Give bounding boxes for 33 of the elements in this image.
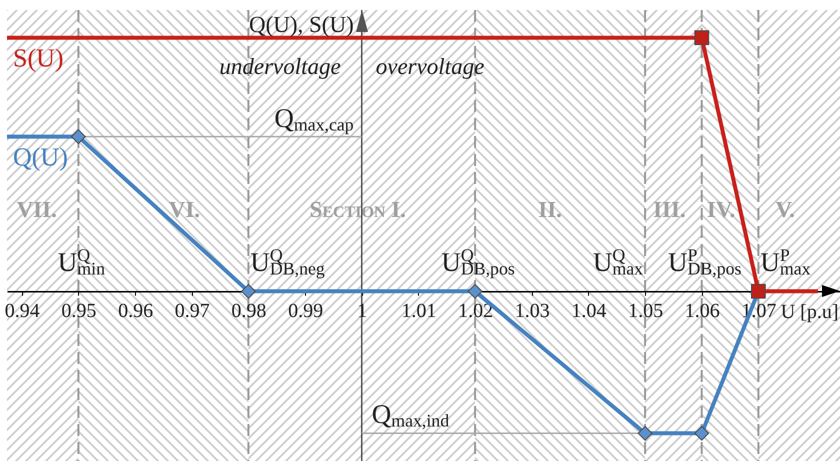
point (468, 284, 482, 299)
x-tick-label: 0.98 (231, 300, 266, 322)
annotation: undervoltage (219, 54, 341, 79)
point (241, 284, 256, 299)
point (694, 426, 710, 441)
band-label: VII. (16, 197, 57, 222)
band-label: IV. (706, 197, 736, 222)
series-label: S(U) (13, 44, 64, 73)
x-tick-label: 1.06 (684, 300, 720, 322)
band-label: V. (775, 197, 795, 222)
x-tick-label: 0.96 (118, 300, 154, 322)
x-tick-label: 1.02 (458, 300, 494, 322)
point (71, 129, 86, 144)
series-label: Q(U) (13, 142, 68, 172)
y-axis-title: Q(U), S(U) (248, 12, 354, 37)
ref-line-label: Q$_{max,cap}$ (274, 102, 354, 134)
point (751, 284, 766, 299)
x-tick-label: 0.99 (288, 300, 324, 322)
x-tick-label: 0.94 (4, 300, 40, 322)
band-label: II. (538, 197, 562, 222)
point (694, 30, 710, 46)
x-tick-label: 1.01 (401, 300, 436, 322)
x-tick-label: 1.03 (514, 300, 550, 322)
x-tick-label: 1.04 (571, 300, 606, 322)
x-tick-label: 1.05 (628, 300, 664, 322)
x-axis-title: U [p.u] (780, 300, 838, 323)
x-tick-label: 0.95 (61, 300, 96, 322)
ref-line-label: Q$_{max,ind}$ (372, 399, 450, 431)
annotation: overvoltage (376, 54, 484, 79)
point (638, 426, 652, 441)
x-tick-label: 0.97 (174, 300, 210, 322)
band-label: III. (653, 197, 686, 222)
band-label: VI. (168, 197, 200, 222)
